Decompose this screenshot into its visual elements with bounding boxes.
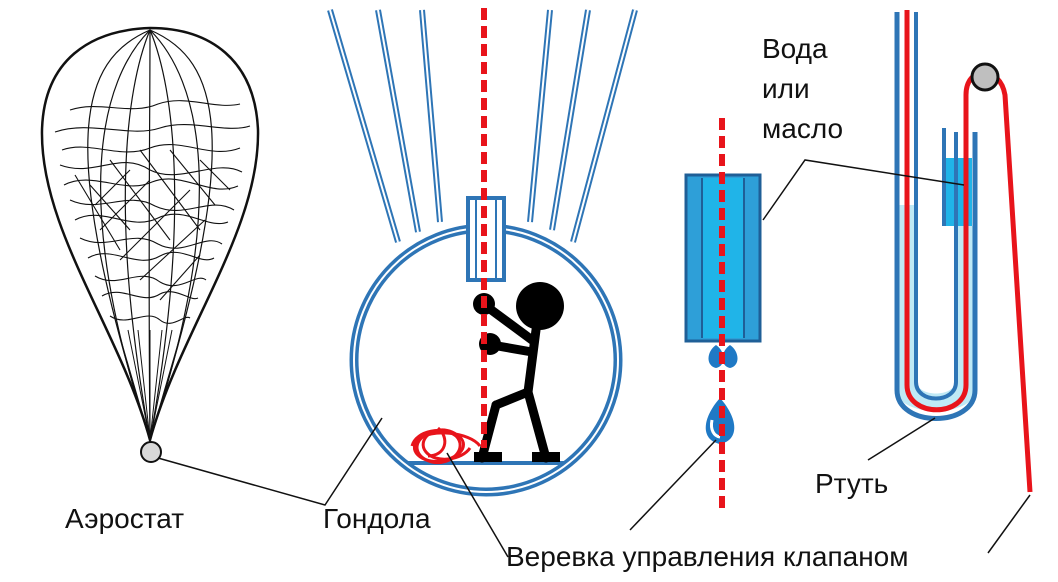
label-valve-rope: Веревка управления клапаном — [506, 541, 908, 572]
leader-lines — [157, 159, 1031, 558]
label-liquid-line2: или — [762, 73, 810, 104]
label-mercury: Ртуть — [815, 468, 888, 499]
gondola-drawing — [327, 8, 638, 497]
label-aerostat: Аэростат — [65, 503, 184, 534]
mercury-u-tube-drawing — [894, 10, 1033, 493]
liquid-seal-drawing — [684, 118, 762, 512]
balloon-drawing — [40, 26, 260, 463]
label-liquid-line3: масло — [762, 113, 843, 144]
label-gondola: Гондола — [323, 503, 431, 534]
label-liquid-line1: Вода — [762, 33, 828, 64]
